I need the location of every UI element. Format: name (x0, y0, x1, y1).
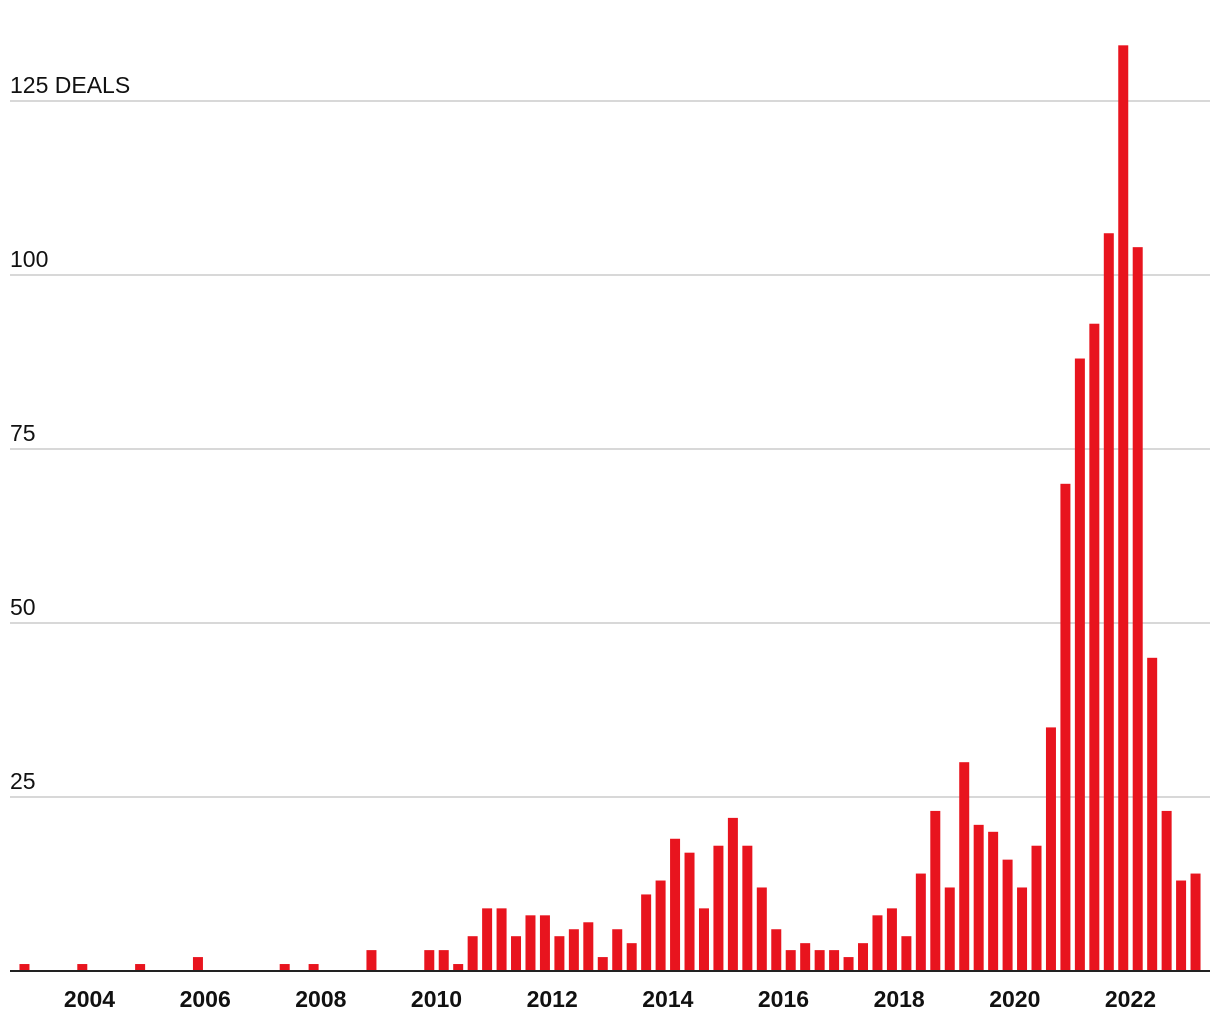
bar (597, 957, 608, 971)
y-tick-label-125: 125 DEALS (10, 72, 130, 98)
bar (366, 950, 377, 971)
bar (1017, 887, 1028, 971)
bar (771, 929, 782, 971)
bar (814, 950, 825, 971)
bar (482, 908, 493, 971)
bar (959, 762, 970, 971)
bar (901, 936, 912, 971)
bar (1161, 810, 1172, 971)
bar (554, 936, 565, 971)
x-axis-tick-labels: 2004 2006 2008 2010 2012 2014 2016 2018 2020 2022 (64, 986, 1156, 1012)
bar (756, 887, 767, 971)
x-tick-label-2008: 2008 (295, 986, 346, 1012)
x-tick-label-2018: 2018 (874, 986, 925, 1012)
bar (829, 950, 840, 971)
bar (453, 964, 464, 971)
bar (1132, 247, 1143, 971)
bar (742, 845, 753, 971)
bar (973, 824, 984, 971)
bar (858, 943, 869, 971)
bar (626, 943, 637, 971)
bar (1045, 727, 1056, 971)
bar (612, 929, 623, 971)
bar (135, 964, 146, 971)
y-axis-tick-labels: 25 50 75 100 125 DEALS (10, 72, 130, 794)
bar (1147, 657, 1158, 971)
bar (988, 831, 999, 971)
bar (727, 817, 738, 971)
x-tick-label-2006: 2006 (180, 986, 231, 1012)
bar (684, 852, 695, 971)
bar (670, 838, 681, 971)
bar (641, 894, 652, 971)
bar (655, 880, 666, 971)
bar (424, 950, 435, 971)
bar (19, 964, 30, 971)
bar (438, 950, 449, 971)
x-tick-label-2014: 2014 (642, 986, 693, 1012)
bar (77, 964, 88, 971)
y-tick-label-50: 50 (10, 594, 36, 620)
bar (539, 915, 550, 971)
bar (843, 957, 854, 971)
bar (930, 810, 941, 971)
bar (511, 936, 522, 971)
x-tick-label-2022: 2022 (1105, 986, 1156, 1012)
bar (279, 964, 290, 971)
bar (800, 943, 811, 971)
x-tick-label-2010: 2010 (411, 986, 462, 1012)
bar (944, 887, 955, 971)
bar (1103, 233, 1114, 972)
y-tick-label-75: 75 (10, 420, 36, 446)
bar (1060, 483, 1071, 971)
x-tick-label-2012: 2012 (527, 986, 578, 1012)
y-tick-label-100: 100 (10, 246, 48, 272)
bar (1074, 358, 1085, 971)
bar (1089, 323, 1100, 972)
y-tick-label-25: 25 (10, 768, 36, 794)
bar (1118, 45, 1129, 971)
gridlines (10, 100, 1210, 798)
bar (1031, 845, 1042, 971)
bar (467, 936, 478, 971)
bar (568, 929, 579, 971)
bar (698, 908, 709, 971)
bar (872, 915, 883, 971)
bar (496, 908, 507, 971)
x-tick-label-2004: 2004 (64, 986, 115, 1012)
bar (1176, 880, 1187, 971)
bar (915, 873, 926, 971)
bar (308, 964, 319, 971)
bars (19, 45, 1201, 972)
bar (1002, 859, 1013, 971)
x-tick-label-2016: 2016 (758, 986, 809, 1012)
bar (192, 957, 203, 971)
bar (583, 922, 594, 971)
bar (713, 845, 724, 971)
bar (785, 950, 796, 971)
x-tick-label-2020: 2020 (989, 986, 1040, 1012)
bar (886, 908, 897, 971)
bar (1190, 873, 1201, 971)
bar (525, 915, 536, 971)
